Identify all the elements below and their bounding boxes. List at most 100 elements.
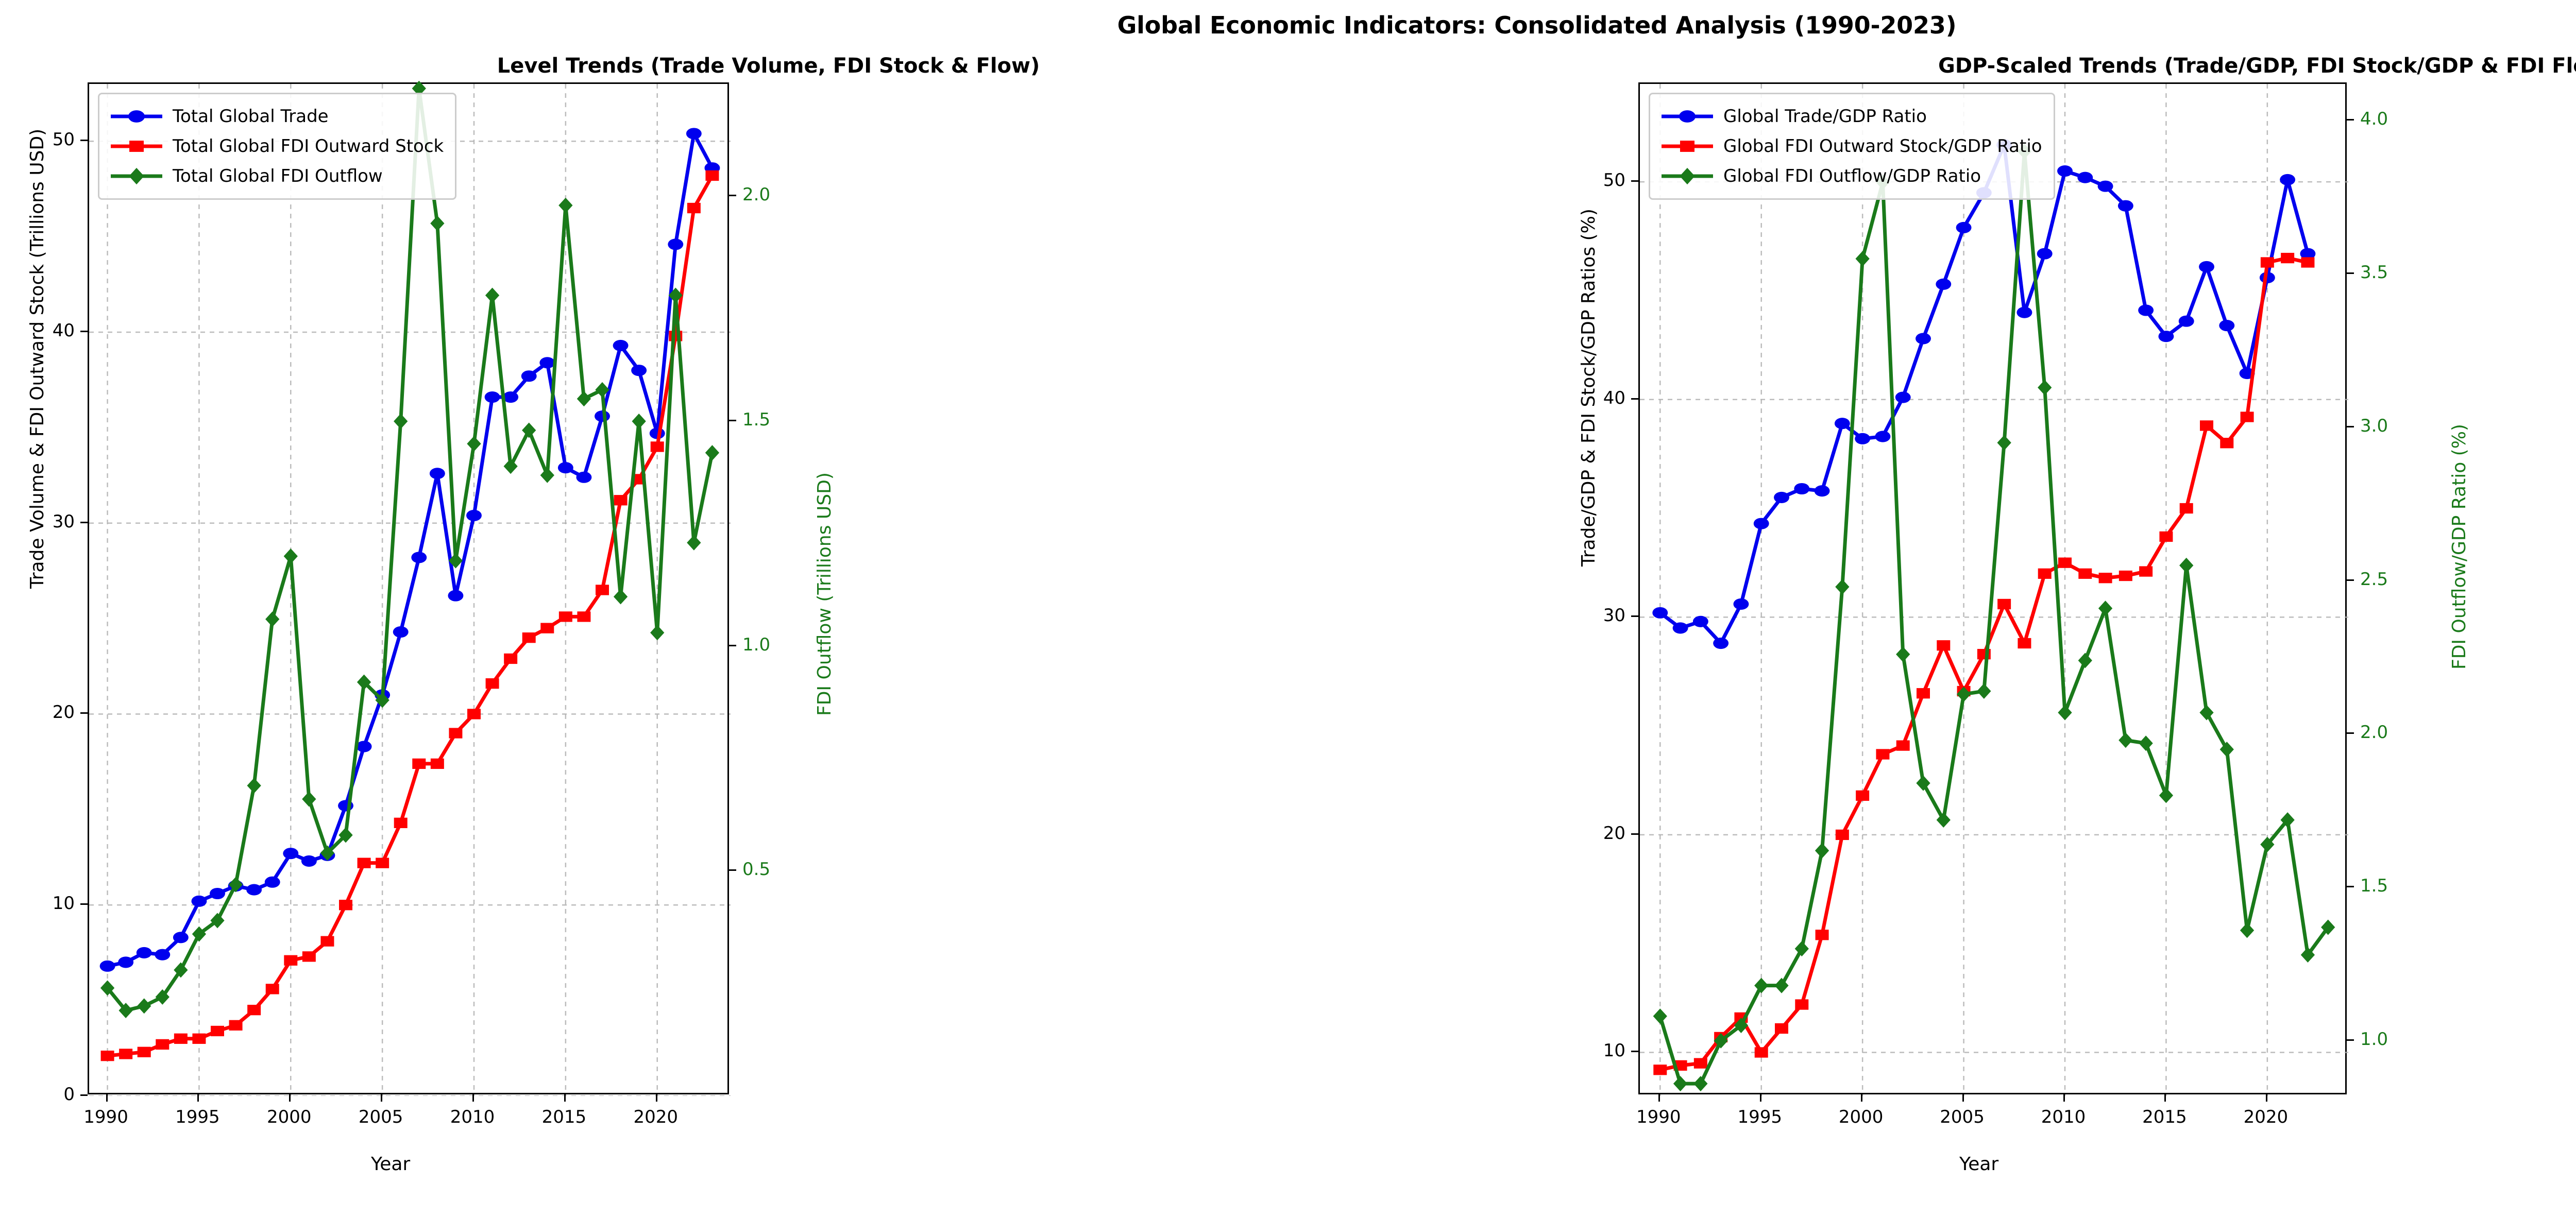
x-tick-mark bbox=[2164, 1094, 2166, 1102]
legend-item-label: Global Trade/GDP Ratio bbox=[1723, 106, 1927, 127]
y-tick-label: 20 bbox=[1603, 822, 1625, 844]
x-tick-mark bbox=[2265, 1094, 2267, 1102]
x-tick-label: 2010 bbox=[450, 1107, 495, 1127]
legend-item-label: Global FDI Outflow/GDP Ratio bbox=[1723, 166, 1981, 186]
y-tick-label: 0 bbox=[63, 1084, 75, 1105]
legend-item-label: Global FDI Outward Stock/GDP Ratio bbox=[1723, 136, 2042, 157]
secondary-y-tick-mark bbox=[2347, 1039, 2354, 1041]
y-tick-label: 10 bbox=[1603, 1040, 1625, 1061]
secondary-y-tick-label: 1.5 bbox=[742, 409, 771, 430]
panel-gdp-scaled-trends: GDP-Scaled Trends (Trade/GDP, FDI Stock/… bbox=[1537, 0, 2576, 1218]
secondary-y-tick-label: 1.0 bbox=[2360, 1028, 2388, 1050]
x-tick-label: 2010 bbox=[2041, 1107, 2086, 1127]
legend-item[interactable]: Total Global Trade bbox=[109, 101, 444, 131]
x-tick-mark bbox=[1759, 1094, 1761, 1102]
secondary-y-tick-mark bbox=[729, 420, 736, 421]
secondary-y-tick-label: 2.5 bbox=[2360, 569, 2388, 590]
legend-marker-diamond-icon bbox=[1659, 166, 1715, 186]
x-tick-label: 2000 bbox=[267, 1107, 312, 1127]
legend-item[interactable]: Total Global FDI Outflow bbox=[109, 161, 444, 191]
x-tick-mark bbox=[1962, 1094, 1964, 1102]
left-plot-area bbox=[88, 80, 731, 1096]
legend-marker-circle-icon bbox=[109, 106, 164, 127]
x-tick-mark bbox=[381, 1094, 383, 1102]
y-tick-mark bbox=[80, 712, 88, 714]
x-tick-mark bbox=[1658, 1094, 1660, 1102]
y-tick-mark bbox=[1631, 615, 1638, 617]
legend-item-label: Total Global Trade bbox=[173, 106, 329, 127]
y-tick-mark bbox=[1631, 833, 1638, 835]
legend-marker-diamond-icon bbox=[109, 166, 164, 186]
x-tick-mark bbox=[2063, 1094, 2065, 1102]
y-tick-mark bbox=[1631, 180, 1638, 182]
y-tick-label: 30 bbox=[1603, 605, 1625, 626]
x-tick-mark bbox=[106, 1094, 108, 1102]
secondary-y-tick-label: 2.0 bbox=[742, 184, 771, 205]
secondary-y-tick-label: 1.0 bbox=[742, 634, 771, 655]
x-tick-mark bbox=[289, 1094, 291, 1102]
secondary-y-tick-label: 3.5 bbox=[2360, 262, 2388, 283]
secondary-y-tick-label: 2.0 bbox=[2360, 722, 2388, 743]
secondary-y-tick-label: 4.0 bbox=[2360, 109, 2388, 130]
legend-item-label: Total Global FDI Outward Stock bbox=[173, 136, 444, 157]
x-tick-mark bbox=[1861, 1094, 1863, 1102]
legend-marker-square-icon bbox=[109, 136, 164, 157]
right-plot-area bbox=[1638, 82, 2348, 1096]
y-tick-label: 40 bbox=[1603, 387, 1625, 408]
legend-item[interactable]: Total Global FDI Outward Stock bbox=[109, 131, 444, 161]
x-tick-label: 1990 bbox=[1636, 1107, 1681, 1127]
secondary-y-tick-mark bbox=[2347, 886, 2354, 888]
x-tick-mark bbox=[655, 1094, 657, 1102]
x-tick-label: 1995 bbox=[1737, 1107, 1782, 1127]
x-tick-label: 2020 bbox=[633, 1107, 678, 1127]
x-tick-label: 1990 bbox=[83, 1107, 128, 1127]
secondary-y-tick-mark bbox=[2347, 732, 2354, 734]
secondary-y-tick-label: 3.0 bbox=[2360, 415, 2388, 436]
legend-item[interactable]: Global FDI Outward Stock/GDP Ratio bbox=[1659, 131, 2042, 161]
secondary-y-tick-mark bbox=[729, 644, 736, 646]
legend-item[interactable]: Global Trade/GDP Ratio bbox=[1659, 101, 2042, 131]
x-tick-label: 2015 bbox=[2142, 1107, 2187, 1127]
left-data-lines bbox=[99, 80, 720, 1061]
figure-suptitle: Global Economic Indicators: Consolidated… bbox=[1117, 11, 1957, 39]
left-legend[interactable]: Total Global Trade Total Global FDI Outwa… bbox=[98, 93, 457, 200]
x-tick-label: 2015 bbox=[541, 1107, 587, 1127]
y-tick-mark bbox=[80, 521, 88, 523]
y-tick-label: 50 bbox=[52, 129, 75, 150]
right-secondary-y-axis-label: FDI Outflow/GDP Ratio (%) bbox=[2449, 424, 2470, 670]
y-tick-mark bbox=[1631, 398, 1638, 400]
right-y-axis-label: Trade/GDP & FDI Stock/GDP Ratios (%) bbox=[1578, 209, 1599, 567]
x-tick-label: 2005 bbox=[358, 1107, 403, 1127]
x-tick-mark bbox=[472, 1094, 474, 1102]
left-secondary-y-axis-label: FDI Outflow (Trillions USD) bbox=[814, 472, 835, 716]
x-tick-label: 2005 bbox=[1940, 1107, 1985, 1127]
x-tick-label: 2020 bbox=[2243, 1107, 2289, 1127]
left-y-axis-label: Trade Volume & FDI Outward Stock (Trilli… bbox=[27, 128, 48, 589]
y-tick-label: 10 bbox=[52, 893, 75, 914]
right-legend[interactable]: Global Trade/GDP Ratio Global FDI Outward… bbox=[1649, 93, 2055, 200]
secondary-y-tick-mark bbox=[2347, 119, 2354, 121]
legend-marker-circle-icon bbox=[1659, 106, 1715, 127]
secondary-y-tick-mark bbox=[2347, 272, 2354, 275]
x-tick-mark bbox=[564, 1094, 566, 1102]
secondary-y-tick-mark bbox=[729, 869, 736, 871]
left-chart-title: Level Trends (Trade Volume, FDI Stock & … bbox=[497, 54, 1040, 78]
right-x-axis-label: Year bbox=[1959, 1154, 1999, 1175]
secondary-y-tick-mark bbox=[729, 195, 736, 197]
legend-item-label: Total Global FDI Outflow bbox=[173, 166, 383, 186]
left-x-axis-label: Year bbox=[371, 1154, 411, 1175]
secondary-y-tick-label: 1.5 bbox=[2360, 876, 2388, 897]
y-tick-label: 40 bbox=[52, 320, 75, 341]
left-gridlines bbox=[89, 84, 731, 1096]
y-tick-label: 20 bbox=[52, 702, 75, 723]
y-tick-label: 30 bbox=[52, 511, 75, 532]
x-tick-label: 1995 bbox=[175, 1107, 220, 1127]
y-tick-mark bbox=[80, 140, 88, 142]
right-data-lines bbox=[1652, 139, 2335, 1092]
y-tick-label: 50 bbox=[1603, 170, 1625, 191]
y-tick-mark bbox=[1631, 1051, 1638, 1053]
y-tick-mark bbox=[80, 330, 88, 332]
legend-item[interactable]: Global FDI Outflow/GDP Ratio bbox=[1659, 161, 2042, 191]
right-chart-title: GDP-Scaled Trends (Trade/GDP, FDI Stock/… bbox=[1938, 54, 2576, 78]
